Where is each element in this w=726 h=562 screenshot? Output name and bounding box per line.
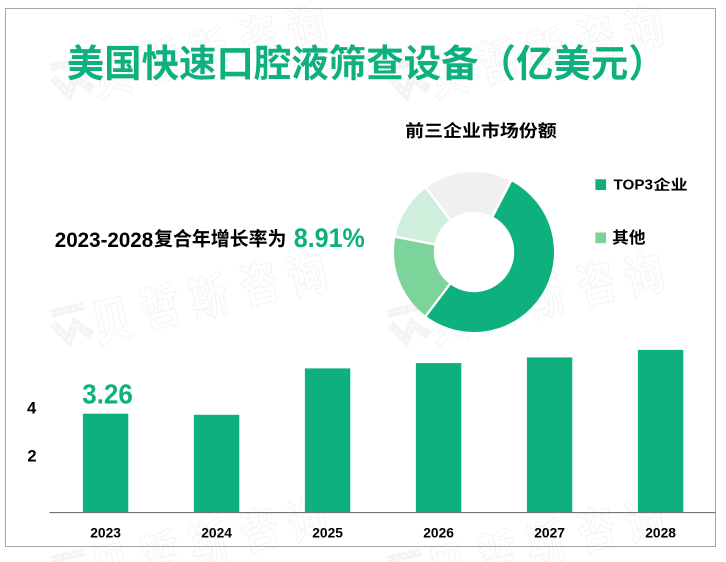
svg-text:2023-2028: 2023-2028 — [55, 227, 153, 252]
svg-text:2026: 2026 — [423, 526, 454, 541]
svg-text:2025: 2025 — [312, 526, 343, 541]
svg-text:8.91%: 8.91% — [294, 222, 365, 253]
svg-text:2028: 2028 — [645, 526, 676, 541]
svg-text:4: 4 — [27, 399, 37, 418]
svg-text:2023: 2023 — [90, 526, 121, 541]
svg-text:2027: 2027 — [534, 526, 565, 541]
svg-text:2: 2 — [27, 446, 36, 465]
svg-text:TOP3: TOP3 — [614, 176, 653, 193]
svg-text:2024: 2024 — [201, 526, 232, 541]
svg-text:3.26: 3.26 — [82, 379, 133, 410]
